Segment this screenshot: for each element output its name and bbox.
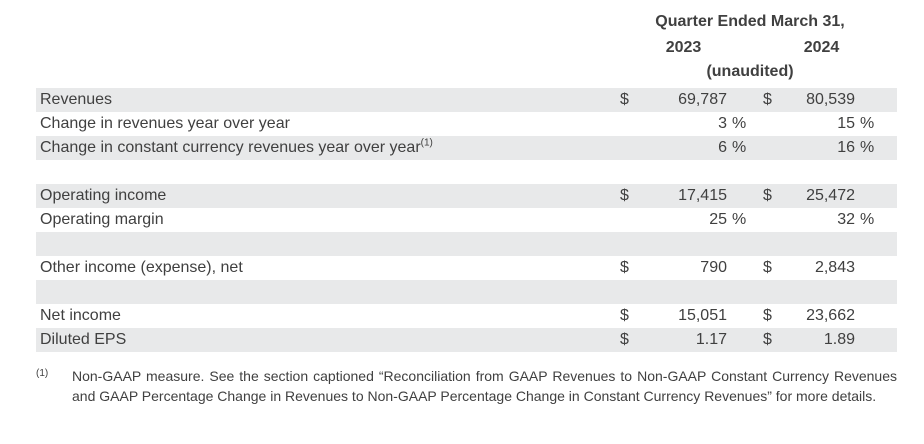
- percent-sign-2024: [855, 88, 880, 112]
- value-2024: 23,662: [806, 307, 855, 324]
- row-label: Change in constant currency revenues yea…: [40, 137, 433, 156]
- value-2023: 790: [700, 259, 727, 276]
- row-label: Other income (expense), net: [40, 259, 243, 276]
- dollar-sign-2024: $: [763, 331, 772, 348]
- value-2023: 25: [709, 211, 727, 228]
- value-2023: 17,415: [678, 187, 727, 204]
- year-2023-header: 2023: [665, 39, 702, 56]
- value-2024: 1.89: [823, 331, 855, 348]
- dollar-sign-2023: [620, 208, 640, 232]
- row-label: Operating margin: [40, 211, 164, 228]
- row-label: Revenues: [40, 91, 113, 108]
- year-2024-header: 2024: [803, 39, 840, 56]
- percent-sign-2023: [727, 256, 747, 280]
- dollar-sign-2024: $: [763, 307, 772, 324]
- row-label: Change in revenues year over year: [40, 115, 290, 132]
- percent-sign-2023: %: [732, 139, 747, 156]
- value-2023: 3: [718, 115, 727, 132]
- period-title: Quarter Ended March 31,: [655, 13, 845, 30]
- footnote: (1) Non-GAAP measure. See the section ca…: [36, 367, 897, 406]
- dollar-sign-2023: $: [620, 187, 629, 204]
- value-2024: 32: [837, 211, 855, 228]
- percent-sign-2024: [855, 256, 880, 280]
- dollar-sign-2024: $: [763, 187, 772, 204]
- row-label: Operating income: [40, 187, 167, 204]
- percent-sign-2023: [727, 304, 747, 328]
- footnote-text: Non-GAAP measure. See the section captio…: [72, 368, 897, 404]
- percent-sign-2023: [727, 328, 747, 352]
- table-blank-row: [36, 280, 897, 304]
- dollar-sign-2024: $: [763, 259, 772, 276]
- value-2023: 1.17: [695, 331, 727, 348]
- table-blank-row: [36, 232, 897, 256]
- value-2024: 15: [837, 115, 855, 132]
- table-header-period: Quarter Ended March 31,: [36, 8, 897, 36]
- value-2023: 6: [718, 139, 727, 156]
- dollar-sign-2023: [620, 136, 640, 160]
- value-2024: 2,843: [814, 259, 855, 276]
- table-spacer-row: [36, 160, 897, 184]
- percent-sign-2024: [855, 328, 880, 352]
- value-2024: 80,539: [806, 91, 855, 108]
- table-header-unaudited: (unaudited): [36, 60, 897, 84]
- dollar-sign-2023: $: [620, 331, 629, 348]
- table-row-operating-income: Operating income $ 17,415 $ 25,472: [36, 184, 897, 208]
- percent-sign-2024: %: [860, 211, 875, 228]
- dollar-sign-2023: [620, 112, 640, 136]
- percent-sign-2024: [855, 184, 880, 208]
- footnote-ref: (1): [420, 137, 433, 149]
- table-row-operating-margin: Operating margin 25 % 32 %: [36, 208, 897, 232]
- value-2023: 15,051: [678, 307, 727, 324]
- percent-sign-2023: [727, 184, 747, 208]
- value-2024: 25,472: [806, 187, 855, 204]
- percent-sign-2024: [855, 304, 880, 328]
- financial-table: Revenues $ 69,787 $ 80,539 Change in rev…: [36, 88, 897, 352]
- dollar-sign-2024: [763, 136, 783, 160]
- dollar-sign-2024: [763, 208, 783, 232]
- value-2024: 16: [837, 139, 855, 156]
- dollar-sign-2023: $: [620, 91, 629, 108]
- percent-sign-2023: [727, 88, 747, 112]
- dollar-sign-2024: [763, 112, 783, 136]
- percent-sign-2023: %: [732, 211, 747, 228]
- table-row-change-in-constant-currency-revenues: Change in constant currency revenues yea…: [36, 136, 897, 160]
- percent-sign-2024: %: [860, 139, 875, 156]
- footnote-marker: (1): [36, 368, 49, 379]
- table-row-revenues: Revenues $ 69,787 $ 80,539: [36, 88, 897, 112]
- percent-sign-2024: %: [860, 115, 875, 132]
- table-row-other-income-expense-net: Other income (expense), net $ 790 $ 2,84…: [36, 256, 897, 280]
- row-label: Diluted EPS: [40, 331, 127, 348]
- dollar-sign-2024: $: [763, 91, 772, 108]
- percent-sign-2023: %: [732, 115, 747, 132]
- row-label: Net income: [40, 307, 121, 324]
- unaudited-note: (unaudited): [706, 63, 794, 80]
- dollar-sign-2023: $: [620, 259, 629, 276]
- value-2023: 69,787: [678, 91, 727, 108]
- table-row-change-in-revenues: Change in revenues year over year 3 % 15…: [36, 112, 897, 136]
- dollar-sign-2023: $: [620, 307, 629, 324]
- table-header-years: 2023 2024: [36, 36, 897, 60]
- table-row-diluted-eps: Diluted EPS $ 1.17 $ 1.89: [36, 328, 897, 352]
- table-row-net-income: Net income $ 15,051 $ 23,662: [36, 304, 897, 328]
